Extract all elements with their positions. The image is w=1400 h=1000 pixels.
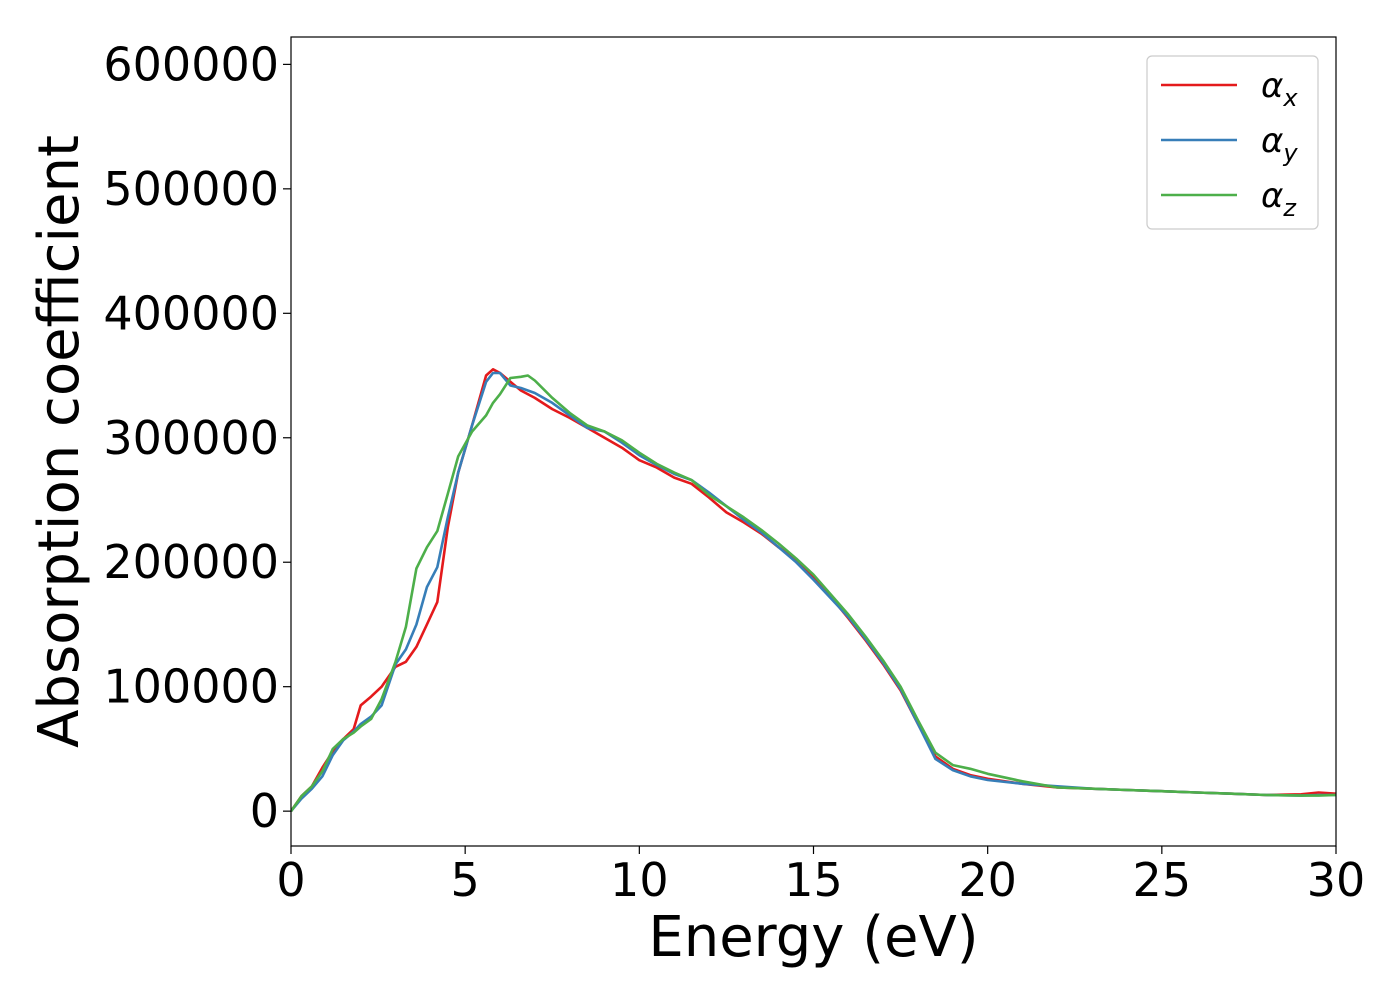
- x-tick-label: 20: [958, 853, 1017, 907]
- x-tick-label: 15: [784, 853, 843, 907]
- legend-entry-z: αz: [1261, 176, 1297, 222]
- y-tick-label: 100000: [103, 660, 279, 714]
- legend-box: [1146, 55, 1319, 230]
- legend-entry-x: αx: [1261, 66, 1298, 112]
- x-tick-label: 5: [451, 853, 480, 907]
- x-axis-label: Energy (eV): [648, 905, 978, 970]
- y-tick-label: 400000: [103, 286, 279, 340]
- series-line-z: [291, 374, 1336, 812]
- legend: αx αy αz: [1146, 55, 1319, 230]
- series-layer: [291, 367, 1336, 813]
- legend-entry-y: αy: [1261, 121, 1298, 167]
- x-tick-label: 10: [610, 853, 669, 907]
- y-axis-label: Absorption coefficient: [27, 135, 92, 748]
- x-axis-ticks: 0 5 10 15 20 25 30: [276, 846, 1365, 907]
- y-tick-label: 300000: [103, 411, 279, 465]
- x-tick-label: 30: [1307, 853, 1366, 907]
- y-tick-label: 200000: [103, 535, 279, 589]
- y-tick-label: 0: [250, 784, 279, 838]
- y-tick-label: 600000: [103, 37, 279, 91]
- x-tick-label: 25: [1133, 853, 1192, 907]
- y-tick-label: 500000: [103, 162, 279, 216]
- x-tick-label: 0: [276, 853, 305, 907]
- y-axis-ticks: 0 100000 200000 300000 400000 500000 600000: [103, 37, 291, 838]
